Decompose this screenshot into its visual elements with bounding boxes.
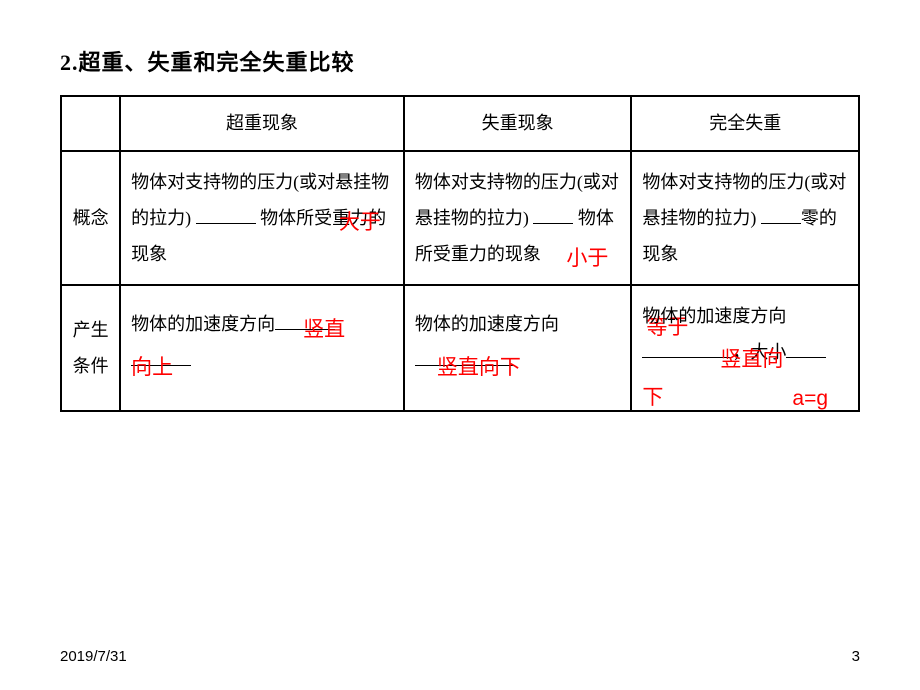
blank-line — [533, 206, 573, 224]
condition-col3-answer2: a=g — [792, 378, 828, 420]
condition-col1-pre: 物体的加速度方向 — [131, 314, 275, 334]
condition-col3-answer1-part2: 下 — [642, 376, 663, 418]
condition-row: 产生 条件 物体的加速度方向 竖直 向上 物体的加速度方向 竖直向下 物体的加速… — [61, 285, 859, 411]
condition-label: 产生 条件 — [61, 285, 120, 411]
condition-col3-pre: 物体的加速度方向 — [642, 306, 786, 326]
concept-col1-answer: 大于 — [339, 201, 381, 243]
concept-col2-answer: 小于 — [566, 237, 608, 279]
header-col2: 失重现象 — [404, 96, 632, 151]
concept-label: 概念 — [61, 151, 120, 285]
table-header-row: 超重现象 失重现象 完全失重 — [61, 96, 859, 151]
condition-col3-answer1-part1: 竖直向 — [720, 338, 783, 380]
blank-line — [196, 206, 256, 224]
condition-col2-pre: 物体的加速度方向 — [415, 314, 559, 334]
concept-col3: 物体对支持物的压力(或对悬挂物的拉力) 零的现象 等于 — [631, 151, 859, 285]
footer-date: 2019/7/31 — [60, 648, 127, 665]
condition-col3: 物体的加速度方向 ，大小 竖直向 下 a=g — [631, 285, 859, 411]
concept-row: 概念 物体对支持物的压力(或对悬挂物的拉力) 物体所受重力的现象 大于 物体对支… — [61, 151, 859, 285]
concept-col2: 物体对支持物的压力(或对悬挂物的拉力) 物体所受重力的现象 小于 — [404, 151, 632, 285]
blank-line — [761, 206, 801, 224]
blank-line — [642, 340, 732, 358]
condition-col1-answer-part1: 竖直 — [303, 308, 345, 350]
section-title: 2.超重、失重和完全失重比较 — [60, 45, 860, 77]
header-col1: 超重现象 — [120, 96, 404, 151]
header-blank — [61, 96, 120, 151]
header-col3: 完全失重 — [631, 96, 859, 151]
condition-label-line1: 产生 — [73, 320, 109, 340]
condition-col2-answer: 竖直向下 — [437, 346, 521, 388]
blank-line — [786, 340, 826, 358]
condition-label-line2: 条件 — [73, 356, 109, 376]
condition-col2: 物体的加速度方向 竖直向下 — [404, 285, 632, 411]
condition-col1-answer-part2: 向上 — [131, 346, 173, 388]
concept-col1: 物体对支持物的压力(或对悬挂物的拉力) 物体所受重力的现象 大于 — [120, 151, 404, 285]
footer-page-number: 3 — [852, 648, 860, 665]
comparison-table: 超重现象 失重现象 完全失重 概念 物体对支持物的压力(或对悬挂物的拉力) 物体… — [60, 95, 860, 412]
condition-col1: 物体的加速度方向 竖直 向上 — [120, 285, 404, 411]
